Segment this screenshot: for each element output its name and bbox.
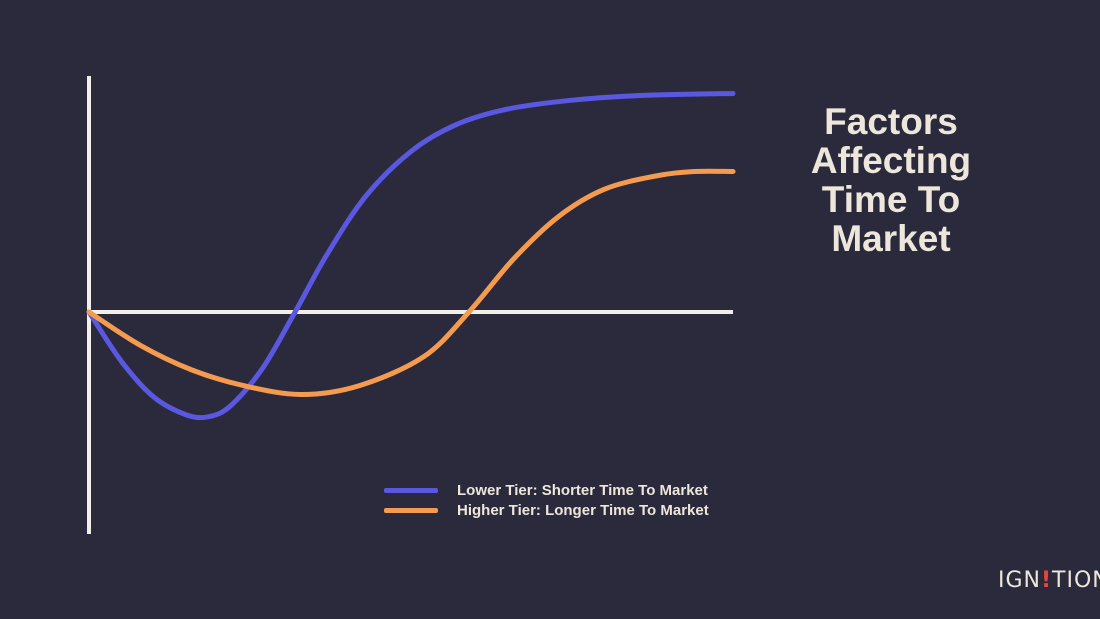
- series-line-lower-tier: [86, 91, 736, 421]
- title-line-1: Factors: [824, 101, 958, 142]
- logo-exclamation-mark: !: [1041, 568, 1053, 593]
- legend-label-higher-tier: Higher Tier: Longer Time To Market: [457, 501, 709, 519]
- title-line-2: Affecting: [810, 140, 972, 181]
- legend-item-lower-tier: Lower Tier: Shorter Time To Market: [384, 480, 709, 500]
- chart-title: Factors Affecting Time To Market: [780, 102, 1002, 258]
- series-layer: [86, 91, 736, 421]
- legend-swatch-higher-tier: [384, 507, 438, 513]
- title-line-4: Market: [831, 218, 951, 259]
- logo-text-end: TION: [1052, 568, 1100, 593]
- title-line-3: Time To: [821, 179, 961, 220]
- legend-label-lower-tier: Lower Tier: Shorter Time To Market: [457, 481, 708, 499]
- logo-text-start: IGN: [998, 568, 1041, 593]
- legend: Lower Tier: Shorter Time To Market Highe…: [384, 480, 709, 520]
- series-line-higher-tier: [86, 168, 736, 397]
- ignition-logo: IGN!TION: [998, 568, 1100, 593]
- legend-swatch-lower-tier: [384, 487, 438, 493]
- legend-item-higher-tier: Higher Tier: Longer Time To Market: [384, 500, 709, 520]
